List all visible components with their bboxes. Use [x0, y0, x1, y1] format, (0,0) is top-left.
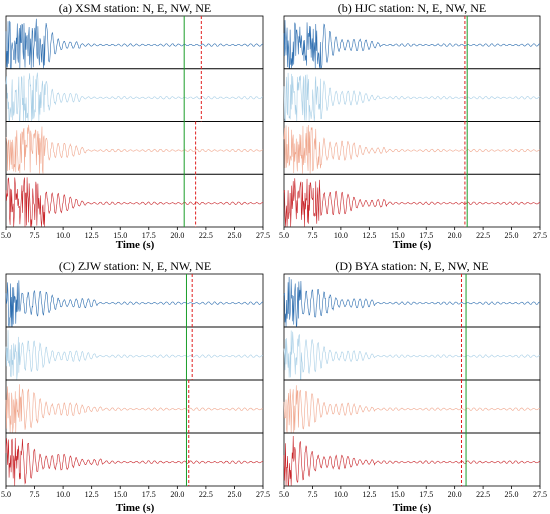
panel-a-xtick-label: 5.0	[1, 231, 11, 240]
panel-c-row-n-frame	[5, 273, 264, 328]
panel-c-title: (C) ZJW station: N, E, NW, NE	[59, 259, 211, 273]
panel-b-xtick-label: 7.5	[307, 231, 317, 240]
panel-a-xtick-label: 7.5	[30, 231, 40, 240]
panel-b-xtick-label: 27.5	[533, 231, 547, 240]
panel-c-xlabel: Time (s)	[116, 502, 155, 514]
panel-b-trace-n	[283, 20, 541, 70]
panel-a-xtick-label: 15.0	[113, 231, 127, 240]
panel-a-xtick-label: 17.5	[142, 231, 156, 240]
panel-c-xtick-label: 20.0	[170, 490, 184, 499]
panel-d-xtick-label: 7.5	[307, 490, 317, 499]
panel-b-row-n-frame	[283, 15, 541, 70]
panel-a-xtick-label: 20.0	[170, 231, 184, 240]
panel-c-trace-n	[5, 280, 264, 327]
panel-a-xlabel: Time (s)	[116, 239, 155, 251]
panel-b-row-e-frame	[283, 68, 541, 122]
panel-c-xtick-label: 15.0	[113, 490, 127, 499]
panel-a-trace-e	[5, 72, 264, 122]
panel-b-xtick-label: 12.5	[362, 231, 376, 240]
panel-c-xtick-label: 7.5	[30, 490, 40, 499]
panel-d-xtick-label: 5.0	[279, 490, 289, 499]
panel-c-xtick-label: 12.5	[85, 490, 99, 499]
panel-b-title: (b) HJC station: N, E, NW, NE	[338, 1, 487, 15]
panel-a-row-ne-frame	[5, 173, 264, 228]
panel-d-xtick-label: 27.5	[533, 490, 547, 499]
panel-d-row-e-frame	[283, 326, 541, 381]
panel-b-trace-nw	[283, 125, 541, 174]
panel-c-xtick-label: 17.5	[142, 490, 156, 499]
panel-c-xtick-label: 25.0	[227, 490, 241, 499]
panel-b-xtick-label: 15.0	[391, 231, 405, 240]
panel-d-title: (D) BYA station: N, E, NW, NE	[335, 259, 488, 273]
panel-a-title: (a) XSM station: N, E, NW, NE	[59, 1, 212, 15]
panel-d-trace-ne	[283, 436, 541, 486]
panel-d-xtick-label: 15.0	[391, 490, 405, 499]
panel-c-trace-nw	[5, 384, 263, 433]
panel-d-trace-nw	[283, 385, 541, 433]
panel-c-xtick-label: 10.0	[56, 490, 70, 499]
panel-c-xtick-label: 5.0	[1, 490, 11, 499]
panel-d-xlabel: Time (s)	[393, 502, 432, 514]
panel-c-row-ne-frame	[5, 432, 264, 487]
panel-b-xtick-label: 22.5	[476, 231, 490, 240]
panel-c-trace-ne	[5, 437, 264, 486]
panel-d-row-nw-frame	[283, 379, 541, 434]
panel-b-xtick-label: 25.0	[505, 231, 519, 240]
panel-a-xtick-label: 10.0	[56, 231, 70, 240]
panel-d-row-ne-frame	[283, 432, 541, 487]
panel-d-row-n-frame	[283, 273, 541, 328]
panel-b-xtick-label: 20.0	[448, 231, 462, 240]
panel-d-xtick-label: 12.5	[362, 490, 376, 499]
panel-c-xtick-label: 22.5	[199, 490, 213, 499]
panel-b-xtick-label: 5.0	[279, 231, 289, 240]
panel-b-trace-e	[283, 72, 541, 122]
panel-b-xtick-label: 17.5	[419, 231, 433, 240]
panel-d-xtick-label: 22.5	[476, 490, 490, 499]
panel-a-xtick-label: 22.5	[199, 231, 213, 240]
panel-a-xtick-label: 12.5	[85, 231, 99, 240]
panel-b-xtick-label: 10.0	[334, 231, 348, 240]
panel-d-trace-n	[283, 277, 540, 328]
panel-b-trace-ne	[283, 178, 540, 227]
panel-d-xtick-label: 25.0	[505, 490, 519, 499]
panel-c-xtick-label: 27.5	[256, 490, 270, 499]
panel-d-trace-e	[283, 330, 541, 380]
panel-a-xtick-label: 27.5	[256, 231, 270, 240]
panel-d-xtick-label: 10.0	[334, 490, 348, 499]
panel-d-xtick-label: 20.0	[448, 490, 462, 499]
panel-c-row-e-frame	[5, 326, 264, 381]
panel-b-xlabel: Time (s)	[393, 239, 432, 251]
panel-b-row-nw-frame	[283, 121, 541, 175]
panel-a-trace-nw	[5, 124, 264, 174]
panel-a-trace-ne	[5, 177, 264, 227]
panel-d-xtick-label: 17.5	[419, 490, 433, 499]
panel-c-trace-e	[5, 330, 264, 380]
panel-a-trace-n	[5, 18, 264, 69]
panel-b-row-ne-frame	[283, 173, 541, 228]
panel-a-xtick-label: 25.0	[227, 231, 241, 240]
panel-c-row-nw-frame	[5, 379, 264, 434]
